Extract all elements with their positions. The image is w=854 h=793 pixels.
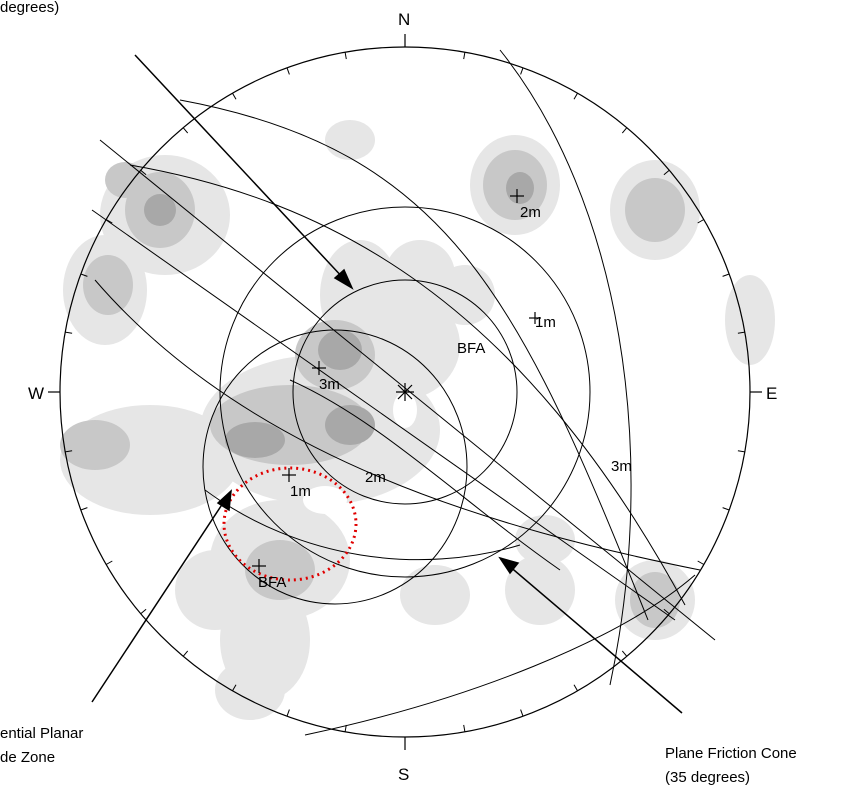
arrowhead-planar-zone: [216, 489, 232, 512]
tick-mark: [722, 273, 730, 277]
tick-mark: [663, 169, 670, 176]
great-circle-6: [94, 279, 701, 571]
pole-marker-1m-e: [529, 312, 541, 324]
tick-mark: [232, 684, 237, 692]
pole-marker-bfa-sw: [252, 559, 266, 573]
arrowhead-friction-top: [333, 268, 354, 290]
tick-mark: [737, 450, 745, 453]
planar-zone-label-2: de Zone: [0, 749, 55, 766]
tick-mark: [697, 560, 705, 565]
great-circle-3: [129, 164, 686, 606]
pole-labels: 2m 1m BFA 3m 3m 2m 1m BFA: [258, 204, 632, 591]
tick-mark: [232, 92, 237, 100]
tick-mark: [697, 219, 705, 224]
tick-mark: [80, 273, 88, 277]
cones: [202, 206, 591, 605]
failure-envelope: [202, 329, 468, 605]
tick-mark: [722, 507, 730, 511]
tick-mark: [182, 650, 189, 657]
pole-marker-1m-sw: [282, 468, 296, 482]
tick-mark: [140, 169, 147, 176]
great-circle-2: [499, 49, 632, 686]
compass-east: E: [766, 384, 777, 403]
center-star-icon: [396, 383, 414, 401]
tick-mark: [344, 52, 347, 60]
compass-west: W: [28, 384, 44, 403]
tick-mark: [182, 127, 189, 134]
compass-north: N: [398, 10, 410, 29]
tick-mark: [573, 684, 578, 692]
great-circle-8: [304, 574, 696, 736]
cardinal-ticks: [48, 34, 762, 750]
planar-zone-label-1: ential Planar: [0, 725, 83, 742]
pole-label-bfa-sw: BFA: [258, 574, 286, 591]
compass-south: S: [398, 765, 409, 784]
tick-mark: [573, 92, 578, 100]
tick-mark: [286, 67, 290, 75]
tick-mark: [105, 560, 113, 565]
friction-cone-label-1: Plane Friction Cone: [665, 745, 797, 762]
density-contours: [60, 120, 775, 720]
tick-mark: [463, 52, 466, 60]
tick-mark: [621, 127, 628, 134]
arrow-friction-top: [134, 54, 346, 281]
callouts: degrees) ential Planar de Zone Plane Fri…: [0, 0, 797, 786]
arrow-friction-cone: [507, 564, 683, 714]
compass-labels: N S E W: [28, 10, 777, 784]
tick-mark: [105, 219, 113, 224]
pole-label-2m-c: 2m: [365, 469, 386, 486]
great-circle-5: [91, 209, 676, 621]
tick-mark: [286, 709, 290, 717]
pole-label-2m-ne: 2m: [520, 204, 541, 221]
tick-mark: [520, 67, 524, 75]
great-circle-7: [204, 489, 521, 561]
tick-mark: [140, 608, 147, 615]
pole-marker-2m-ne: [510, 189, 524, 203]
pole-label-3m-e: 3m: [611, 458, 632, 475]
tick-mark: [737, 331, 745, 334]
tick-mark: [65, 450, 73, 453]
daylight-envelope: [292, 279, 518, 505]
arrow-planar-zone: [91, 499, 226, 703]
pole-marker-3m-w: [312, 361, 326, 375]
pole-label-3m-w: 3m: [319, 376, 340, 393]
annotation-arrows: [91, 54, 683, 714]
arrowhead-friction-cone: [498, 556, 520, 575]
pole-label-1m-sw: 1m: [290, 483, 311, 500]
pole-label-1m-e: 1m: [535, 314, 556, 331]
great-circle-1: [179, 99, 649, 621]
top-left-fragment: degrees): [0, 0, 59, 16]
tick-mark: [663, 608, 670, 615]
tick-mark: [621, 650, 628, 657]
tick-mark: [463, 724, 466, 732]
tick-mark: [65, 331, 73, 334]
great-circles: [91, 49, 716, 736]
planar-slide-zone: [222, 466, 358, 582]
plane-friction-cone: [219, 206, 591, 578]
pole-markers: [252, 189, 541, 573]
degree-ticks: [65, 52, 745, 732]
friction-cone-label-2: (35 degrees): [665, 769, 750, 786]
tick-mark: [520, 709, 524, 717]
great-circle-9: [289, 379, 561, 571]
pole-label-bfa-center: BFA: [457, 340, 485, 357]
tick-mark: [80, 507, 88, 511]
